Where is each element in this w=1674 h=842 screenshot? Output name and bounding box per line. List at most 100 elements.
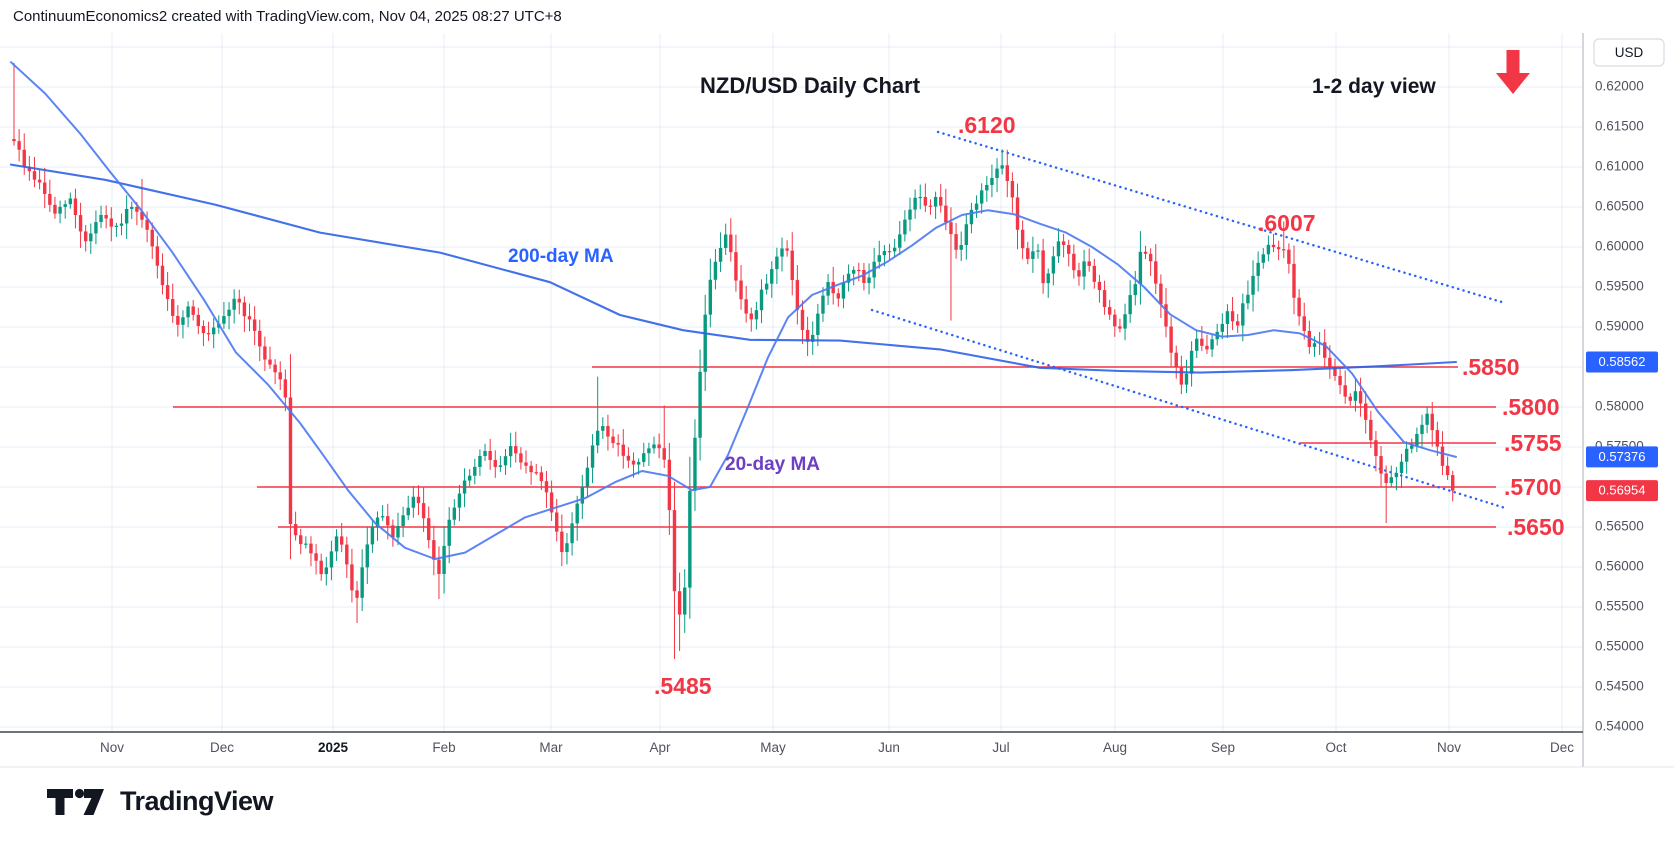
level-label-5700[interactable]: .5700	[1504, 474, 1562, 500]
candle-body	[1200, 338, 1204, 346]
candle-body	[345, 544, 349, 565]
candle-body	[723, 234, 728, 248]
price-tick-label: 0.56000	[1595, 559, 1644, 574]
candle-body	[1118, 326, 1122, 329]
candle-body	[176, 315, 180, 325]
candle-body	[442, 545, 446, 574]
candle-body	[498, 465, 503, 467]
candle-body	[1225, 311, 1230, 324]
candle-body	[759, 289, 764, 311]
candle-body	[1235, 321, 1240, 326]
candle-body	[365, 544, 369, 568]
candle-body	[263, 346, 267, 360]
candle-body	[514, 446, 518, 454]
candle-body	[524, 462, 528, 466]
candle-body	[1092, 265, 1097, 282]
level-label-6120[interactable]: .6120	[958, 112, 1016, 138]
candle-body	[565, 543, 569, 553]
price-tick-label: 0.56500	[1595, 519, 1644, 534]
candle-body	[1195, 338, 1199, 351]
level-label-5485[interactable]: .5485	[654, 673, 712, 699]
candle-body	[83, 231, 88, 242]
level-label-5850[interactable]: .5850	[1462, 354, 1520, 380]
candle-body	[462, 480, 467, 494]
candle-body	[529, 465, 533, 473]
candle-body	[780, 248, 784, 257]
price-tick-label: 0.55500	[1595, 599, 1644, 614]
candle-body	[831, 282, 835, 294]
chart-title[interactable]: NZD/USD Daily Chart	[700, 73, 921, 98]
candle-body	[401, 515, 405, 526]
level-label-5800[interactable]: .5800	[1502, 394, 1560, 420]
candle-body	[1046, 273, 1050, 284]
candle-body	[386, 516, 390, 526]
candle-body	[985, 184, 989, 191]
candle-body	[544, 481, 549, 493]
candle-body	[1015, 197, 1020, 230]
candle-body	[252, 319, 257, 331]
candle-body	[1082, 261, 1086, 277]
candle-body	[918, 196, 922, 199]
candle-body	[570, 523, 574, 544]
candle-body	[1138, 251, 1143, 285]
candle-body	[606, 426, 610, 437]
candle-body	[805, 329, 810, 342]
tradingview-logo[interactable]: TradingView	[45, 786, 274, 817]
candle-body	[1389, 477, 1393, 484]
candle-body	[1445, 465, 1450, 476]
candle-body	[370, 526, 375, 545]
candle-body	[718, 247, 723, 262]
candle-body	[974, 203, 979, 210]
time-label-sep: Sep	[1211, 740, 1235, 755]
candle-body	[713, 261, 718, 280]
trendline-lower[interactable]	[870, 308, 1507, 510]
candle-body	[508, 446, 513, 457]
candle-body	[954, 234, 958, 250]
down-arrow-icon[interactable]	[1496, 50, 1530, 94]
candle-body	[887, 251, 892, 253]
ma-200-line	[9, 163, 1458, 374]
price-tick-label: 0.61500	[1595, 119, 1644, 134]
candle-body	[288, 397, 293, 525]
candle-body	[877, 255, 881, 262]
level-label-5650[interactable]: .5650	[1507, 514, 1565, 540]
candle-body	[1174, 352, 1178, 368]
time-label-nov: Nov	[100, 740, 124, 755]
trendline-upper[interactable]	[936, 130, 1507, 305]
candle-body	[452, 507, 457, 520]
candle-body	[560, 531, 564, 553]
price-badge-value: 0.56954	[1599, 483, 1646, 498]
price-tick-label: 0.55000	[1595, 639, 1644, 654]
ma-20-label[interactable]: 20-day MA	[725, 454, 820, 475]
candle-body	[652, 444, 656, 449]
candle-body	[1338, 375, 1342, 386]
candle-body	[411, 496, 416, 508]
candle-body	[457, 493, 462, 508]
tradingview-logo-text: TradingView	[120, 786, 274, 816]
price-tick-label: 0.58000	[1595, 399, 1644, 414]
candle-body	[283, 379, 288, 398]
candle-body	[1333, 366, 1337, 376]
candle-body	[324, 567, 329, 575]
candle-body	[78, 215, 83, 232]
level-label-6007[interactable]: .6007	[1258, 210, 1316, 236]
ma-200-label[interactable]: 200-day MA	[508, 246, 614, 267]
candle-body	[1328, 357, 1332, 367]
candle-body	[1220, 323, 1225, 332]
candle-body	[427, 518, 431, 541]
candle-body	[683, 587, 687, 615]
view-horizon-label[interactable]: 1-2 day view	[1312, 75, 1436, 98]
candle-body	[549, 492, 554, 513]
candle-body	[867, 277, 871, 283]
candle-body	[360, 567, 364, 598]
candle-body	[1440, 446, 1445, 466]
candle-body	[933, 196, 938, 207]
candle-body	[1010, 180, 1015, 198]
candle-body	[647, 448, 651, 454]
candle-body	[211, 327, 216, 335]
candle-body	[503, 456, 508, 466]
level-label-5755[interactable]: .5755	[1504, 430, 1562, 456]
candle-body	[396, 525, 400, 538]
candle-body	[1251, 275, 1255, 295]
currency-button[interactable]	[1593, 38, 1665, 67]
